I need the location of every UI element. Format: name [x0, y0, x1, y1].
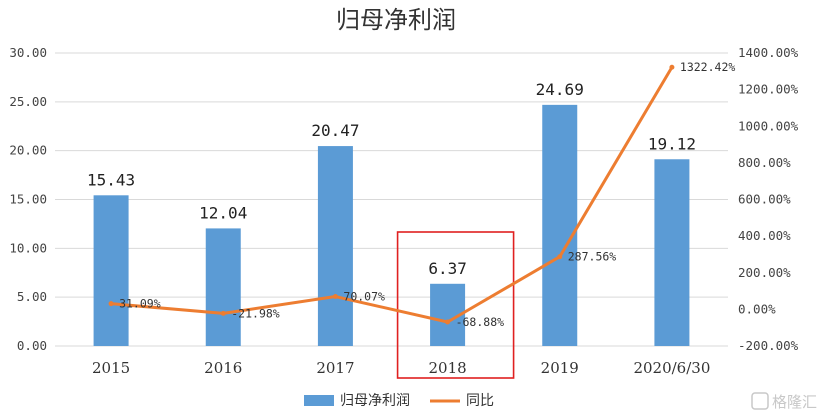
bar-value-label: 19.12: [648, 134, 696, 153]
line-data-labels: 31.09% -21.98% 70.07% -68.88% 287.56% 1322.42…: [119, 60, 735, 329]
left-tick-label: 0.00: [17, 338, 47, 353]
bar-value-label: 20.47: [311, 121, 359, 140]
category-label: 2017: [316, 359, 354, 377]
line-value-label: -68.88%: [456, 315, 505, 329]
line-value-label: 31.09%: [119, 297, 161, 311]
bar: [205, 228, 241, 346]
chart-title: 归母净利润: [336, 6, 456, 34]
left-axis-ticks: 0.00 5.00 10.00 15.00 20.00 25.00 30.00: [9, 45, 47, 353]
line-value-label: 1322.42%: [680, 60, 735, 74]
category-label: 2015: [92, 359, 130, 377]
right-tick-label: 0.00%: [738, 301, 776, 316]
left-tick-label: 30.00: [9, 45, 47, 60]
legend-label-bar: 归母净利润: [340, 392, 410, 409]
category-label: 2018: [428, 359, 466, 377]
watermark-logo-icon: [751, 392, 769, 410]
line-value-label: 287.56%: [568, 250, 617, 264]
left-tick-label: 10.00: [9, 240, 47, 255]
category-axis-labels: 2015 2016 2017 2018 2019 2020/6/30: [92, 359, 710, 377]
bar: [317, 146, 353, 346]
right-tick-label: 800.00%: [738, 155, 791, 170]
left-tick-label: 15.00: [9, 192, 47, 207]
right-tick-label: 200.00%: [738, 265, 791, 280]
right-tick-label: -200.00%: [738, 338, 799, 353]
bar-value-label: 6.37: [428, 259, 467, 278]
bar-data-labels: 15.43 12.04 20.47 6.37 24.69 19.12: [87, 80, 696, 278]
line-point: [557, 254, 563, 260]
line-point: [332, 294, 338, 300]
bar-value-label: 24.69: [536, 80, 584, 99]
left-tick-label: 20.00: [9, 143, 47, 158]
bar-value-label: 15.43: [87, 170, 135, 189]
legend-swatch-bar: [304, 395, 334, 406]
right-tick-label: 600.00%: [738, 192, 791, 207]
watermark: 格隆汇: [751, 392, 817, 411]
right-tick-label: 1200.00%: [738, 82, 799, 97]
line-series: [108, 64, 675, 325]
bar-value-label: 12.04: [199, 203, 247, 222]
bar: [93, 195, 129, 346]
legend: 归母净利润 同比: [304, 392, 494, 409]
line-value-label: 70.07%: [343, 290, 385, 304]
category-label: 2016: [204, 359, 242, 377]
left-tick-label: 5.00: [17, 289, 47, 304]
left-tick-label: 25.00: [9, 94, 47, 109]
bar-series: [93, 104, 690, 347]
bar: [542, 104, 578, 347]
watermark-text: 格隆汇: [772, 393, 817, 411]
gridlines: [55, 52, 728, 347]
highlight-rect: [396, 231, 515, 379]
right-tick-label: 1000.00%: [738, 118, 799, 133]
right-tick-label: 400.00%: [738, 228, 791, 243]
line-point: [220, 310, 226, 316]
bar: [654, 159, 690, 346]
legend-label-line: 同比: [466, 393, 494, 409]
highlight-box: [396, 231, 515, 379]
line-value-label: -21.98%: [231, 306, 280, 320]
category-label: 2020/6/30: [633, 359, 710, 377]
right-axis-ticks: -200.00% 0.00% 200.00% 400.00% 600.00% 800.00…: [738, 45, 799, 353]
category-label: 2019: [541, 359, 579, 377]
line-point: [108, 301, 114, 307]
line-point: [669, 64, 675, 70]
line-path: [109, 65, 674, 324]
right-tick-label: 1400.00%: [738, 45, 799, 60]
line-point: [445, 319, 451, 325]
